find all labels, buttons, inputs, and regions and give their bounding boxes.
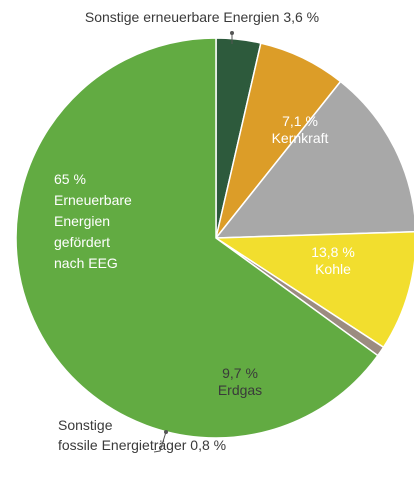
slice-label-line: nach EEG [54, 255, 118, 271]
pie-slice-6 [15, 37, 379, 439]
slice-label-line: 65 % [54, 171, 86, 187]
slice-label-6: 65 % Erneuerbare Energien gefördert nach EEG [54, 171, 132, 271]
slice-label-line: Erneuerbare [54, 192, 132, 208]
pie-slice-4 [215, 231, 414, 349]
pie-slice-3 [215, 80, 414, 239]
leader-line-5 [153, 431, 167, 453]
slice-label-line: fossile Energieträger 0,8 % [58, 437, 226, 453]
slice-label-line: 9,7 % [222, 365, 258, 381]
slice-label-line: Erdgas [218, 382, 262, 398]
slice-label-line: Energien [54, 213, 110, 229]
leader-dot-5 [164, 430, 168, 434]
slice-label-line: Sonstige [58, 417, 113, 433]
leader-lines [153, 31, 234, 453]
slice-label-line: Kohle [315, 261, 351, 277]
slice-label-3: 13,8 % Kohle [311, 244, 355, 277]
pie-slices [15, 37, 414, 439]
slice-label-4: 9,7 % Erdgas [218, 365, 262, 398]
slice-label-line: Kernkraft [272, 130, 329, 146]
slice-label-1: Sonstige erneuerbare Energien 3,6 % [85, 9, 319, 25]
slice-label-line: 7,1 % [282, 113, 318, 129]
slice-label-line: Sonstige erneuerbare Energien 3,6 % [85, 9, 319, 25]
slice-labels: Sonstige erneuerbare Energien 3,6 % 7,1 %… [54, 9, 355, 453]
slice-label-2: 7,1 % Kernkraft [272, 113, 329, 146]
slice-label-line: gefördert [54, 234, 110, 250]
slice-label-line: 13,8 % [311, 244, 355, 260]
slice-label-5: Sonstige fossile Energieträger 0,8 % [58, 417, 226, 453]
leader-dot-1 [230, 31, 234, 35]
